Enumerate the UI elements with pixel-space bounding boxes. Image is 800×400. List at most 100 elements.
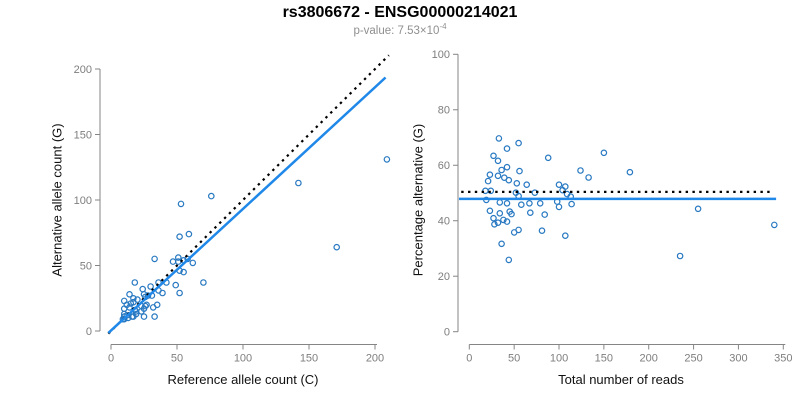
x-tick-label: 150 xyxy=(595,353,613,365)
data-point xyxy=(208,192,215,200)
y-tick-label: 150 xyxy=(74,129,92,141)
data-point xyxy=(176,289,183,297)
data-point xyxy=(189,259,197,267)
data-point xyxy=(536,200,544,207)
data-point xyxy=(491,221,498,228)
data-point xyxy=(486,171,494,179)
data-point xyxy=(516,167,523,175)
data-point xyxy=(200,279,207,286)
data-point xyxy=(770,221,778,229)
data-point xyxy=(140,313,148,320)
x-tick-label: 250 xyxy=(684,353,702,365)
data-point xyxy=(180,268,187,276)
data-point xyxy=(172,281,180,289)
data-point xyxy=(498,166,505,174)
x-tick-label: 50 xyxy=(171,353,183,365)
data-point xyxy=(149,304,157,311)
y-tick-label: 50 xyxy=(80,260,92,272)
data-point xyxy=(490,152,497,160)
data-point xyxy=(503,218,511,225)
x-axis-label-right: Total number of reads xyxy=(558,372,684,387)
data-point xyxy=(561,232,569,240)
data-point xyxy=(694,205,702,213)
data-point xyxy=(523,181,531,189)
data-point xyxy=(175,254,182,261)
x-tick-label: 0 xyxy=(466,353,472,365)
data-point xyxy=(505,256,513,264)
data-point xyxy=(383,156,391,163)
data-point xyxy=(139,285,147,293)
data-point xyxy=(544,154,552,162)
data-point xyxy=(585,174,592,181)
data-point xyxy=(559,186,566,194)
data-point xyxy=(295,179,302,187)
data-point xyxy=(151,313,158,320)
data-point xyxy=(510,229,518,236)
x-tick-label: 200 xyxy=(366,353,384,365)
data-point xyxy=(169,258,177,265)
data-point xyxy=(600,149,608,157)
data-point xyxy=(147,283,154,290)
data-point xyxy=(626,168,634,176)
data-point xyxy=(526,209,534,217)
data-point xyxy=(333,243,341,251)
data-point xyxy=(177,200,185,208)
data-point xyxy=(555,181,563,189)
data-point xyxy=(130,313,137,320)
data-point xyxy=(555,203,563,211)
y-tick-label: 60 xyxy=(438,160,450,172)
y-tick-label: 100 xyxy=(432,49,450,61)
data-point xyxy=(526,200,533,207)
data-point xyxy=(496,199,504,206)
regression-fit-line xyxy=(107,76,387,334)
data-point xyxy=(508,210,515,218)
data-point xyxy=(568,200,575,208)
data-point xyxy=(126,290,133,298)
percentage-scatter: 0 20 40 60 80 100 0 50 100 150 200 250 300 350 xyxy=(432,49,793,364)
data-point xyxy=(541,211,549,218)
data-point xyxy=(500,216,507,224)
data-point xyxy=(505,176,513,184)
data-point xyxy=(151,255,158,263)
x-tick-label: 100 xyxy=(234,353,252,365)
data-point xyxy=(126,304,133,311)
x-tick-label: 150 xyxy=(300,353,318,365)
x-axis-label-left: Reference allele count (C) xyxy=(167,372,319,387)
p-value-exponent: -4 xyxy=(439,22,447,31)
data-point xyxy=(185,230,193,238)
y-tick-label: 40 xyxy=(438,216,450,228)
data-point xyxy=(134,296,141,303)
data-point xyxy=(577,167,584,174)
y-tick-label: 20 xyxy=(438,271,450,283)
data-point xyxy=(159,289,166,297)
data-point xyxy=(490,214,497,222)
data-point xyxy=(503,200,511,207)
data-point xyxy=(503,163,511,171)
data-point xyxy=(140,305,148,313)
data-point xyxy=(496,210,504,217)
data-point xyxy=(487,187,495,195)
data-point xyxy=(494,172,502,180)
y-tick-label: 200 xyxy=(74,64,92,76)
allele-count-scatter: 0 50 100 150 200 0 50 100 150 200 xyxy=(74,54,391,365)
data-point xyxy=(495,135,503,142)
y-tick-label: 0 xyxy=(444,327,450,339)
data-point xyxy=(494,157,502,165)
data-point xyxy=(513,180,521,187)
data-point xyxy=(176,233,183,241)
data-point xyxy=(515,139,522,147)
data-point xyxy=(538,227,546,235)
y-axis-label-left: Alternative allele count (G) xyxy=(49,123,65,277)
y-tick-label: 0 xyxy=(86,326,92,338)
x-tick-label: 50 xyxy=(508,353,520,365)
x-tick-label: 200 xyxy=(640,353,658,365)
data-point xyxy=(517,201,525,209)
data-point xyxy=(503,145,511,152)
x-tick-label: 0 xyxy=(108,353,114,365)
data-point xyxy=(498,240,505,248)
data-point xyxy=(131,279,139,286)
data-point xyxy=(486,207,494,215)
data-point xyxy=(676,252,684,260)
